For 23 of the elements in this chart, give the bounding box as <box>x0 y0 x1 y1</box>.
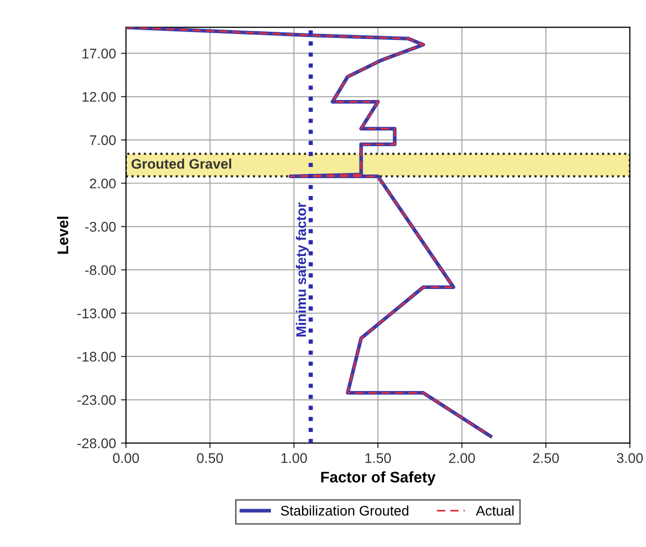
y-tick-label: -13.00 <box>77 308 116 318</box>
y-axis-title: Level <box>57 216 68 254</box>
y-tick-label: -23.00 <box>77 395 116 405</box>
x-tick-label: 2.00 <box>449 453 475 463</box>
y-tick-label: 2.00 <box>90 178 116 188</box>
ref-line-label: Minimu safety factor <box>296 202 309 336</box>
x-tick-label: 1.50 <box>365 453 391 463</box>
y-tick-label: -8.00 <box>85 265 116 276</box>
y-tick-label: -28.00 <box>77 438 116 448</box>
legend-label: Actual <box>476 505 514 516</box>
x-tick-label: 3.00 <box>616 453 643 463</box>
y-tick-label: -3.00 <box>85 222 116 232</box>
legend-label: Stabilization Grouted <box>280 505 408 516</box>
x-tick-label: 1.00 <box>281 453 307 463</box>
y-tick-label: 7.00 <box>90 135 116 146</box>
y-tick-label: -18.00 <box>77 352 116 362</box>
y-tick-label: 12.00 <box>82 92 116 102</box>
y-tick-label: 17.00 <box>82 48 116 58</box>
x-tick-label: 0.50 <box>196 453 223 463</box>
x-axis-title: Factor of Safety <box>321 471 436 486</box>
x-tick-label: 0.00 <box>113 453 139 463</box>
x-tick-label: 2.50 <box>533 453 559 463</box>
band-label: Grouted Gravel <box>132 158 232 169</box>
